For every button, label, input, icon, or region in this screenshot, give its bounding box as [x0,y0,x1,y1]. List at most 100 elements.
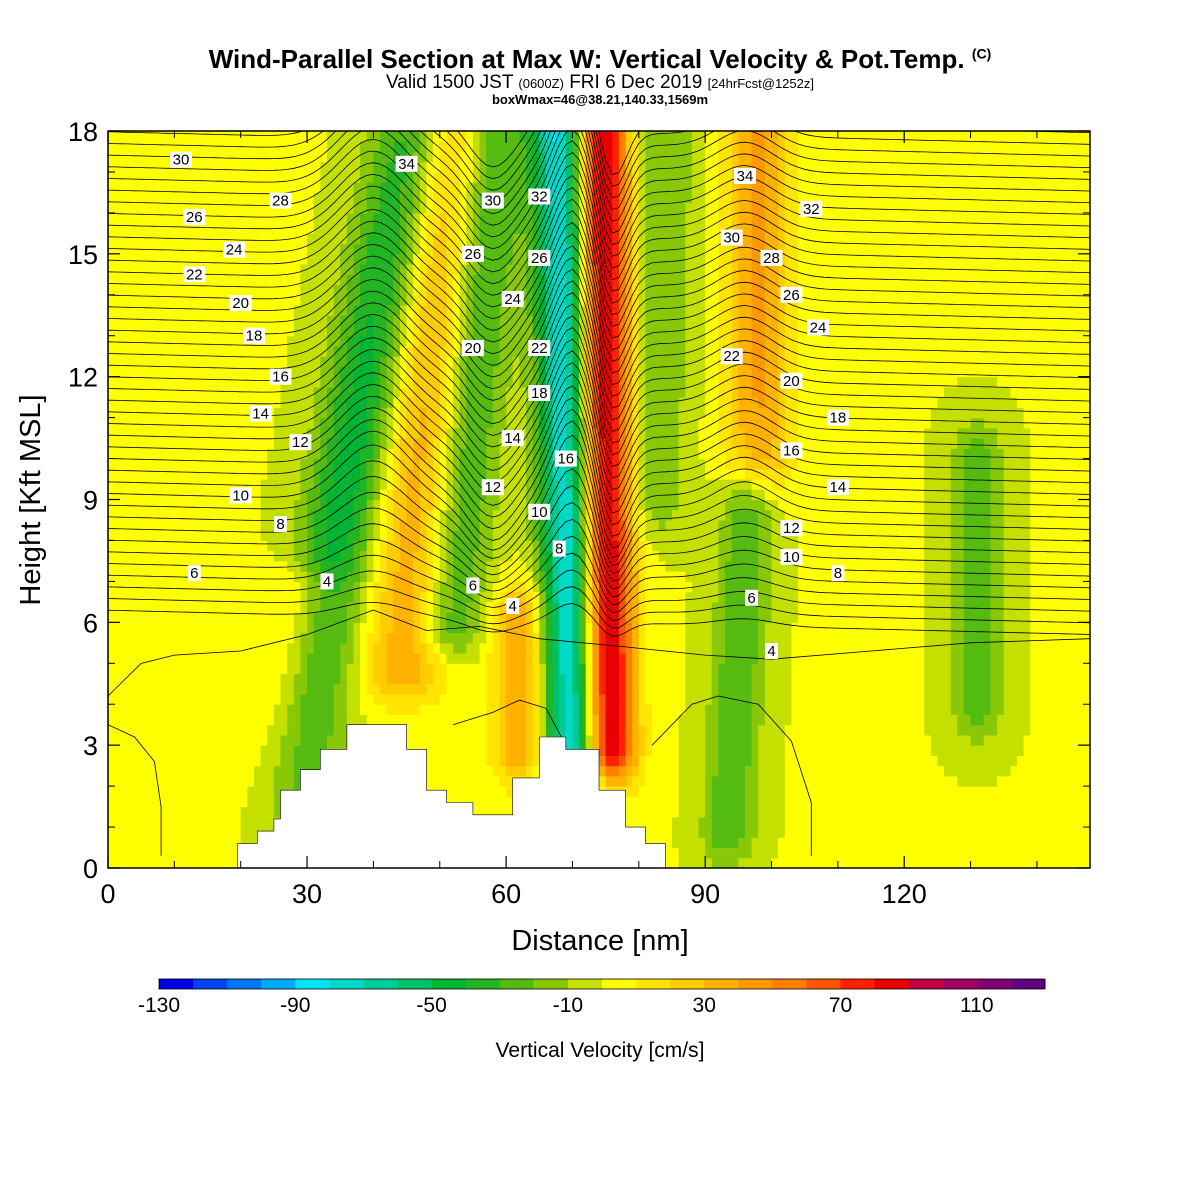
velocity-cell [439,642,447,654]
velocity-cell [486,724,494,736]
velocity-cell [313,274,321,286]
velocity-cell [147,509,155,521]
velocity-cell [419,223,428,234]
velocity-cell [366,694,374,705]
velocity-cell [413,591,421,603]
velocity-cell [161,560,169,572]
velocity-cell [187,468,195,480]
velocity-cell [532,212,540,224]
velocity-cell [141,765,149,777]
velocity-cell [360,601,368,613]
velocity-cell [121,642,129,654]
velocity-cell [479,212,487,224]
velocity-cell [141,448,149,460]
velocity-cell [227,673,235,685]
velocity-cell [287,775,295,787]
velocity-cell [499,765,507,777]
velocity-cell [386,284,394,296]
velocity-cell [254,253,262,265]
velocity-cell [147,724,155,736]
velocity-cell [393,202,401,214]
velocity-cell [492,550,500,562]
velocity-cell [552,520,560,531]
velocity-cell [333,212,341,224]
velocity-cell [446,356,454,367]
velocity-cell [181,827,189,838]
velocity-cell [247,151,255,163]
velocity-cell [413,560,421,572]
velocity-cell [479,182,487,193]
velocity-cell [426,458,434,470]
velocity-cell [366,325,374,337]
velocity-cell [360,386,368,398]
velocity-cell [360,622,368,634]
velocity-cell [207,294,215,306]
velocity-cell [380,591,388,603]
velocity-cell [174,397,182,408]
velocity-cell [194,141,202,152]
velocity-cell [373,612,381,623]
velocity-cell [419,182,428,193]
velocity-cell [393,468,401,480]
velocity-cell [141,755,149,767]
velocity-cell [194,438,202,449]
velocity-cell [472,489,481,501]
velocity-cell [486,683,494,695]
velocity-cell [127,540,136,552]
velocity-cell [472,540,481,552]
velocity-cell [492,540,500,552]
velocity-cell [267,499,275,511]
velocity-cell [539,315,547,327]
velocity-cell [466,571,474,582]
velocity-cell [519,550,527,562]
velocity-cell [366,591,374,603]
velocity-cell [121,601,129,613]
velocity-cell [399,540,408,552]
velocity-cell [413,734,421,746]
velocity-cell [181,663,189,675]
velocity-cell [214,346,222,357]
velocity-cell [552,704,560,715]
velocity-cell [194,857,202,868]
velocity-cell [240,755,248,767]
velocity-cell [353,489,361,501]
velocity-cell [439,745,447,756]
velocity-cell [393,479,401,490]
velocity-cell [260,653,268,664]
velocity-cell [114,294,122,306]
velocity-cell [439,714,447,726]
velocity-cell [154,591,162,603]
velocity-cell [154,253,162,265]
velocity-cell [207,346,215,357]
velocity-cell [161,857,169,868]
velocity-cell [121,520,129,531]
velocity-cell [545,284,554,296]
velocity-cell [187,192,195,204]
velocity-cell [419,704,428,715]
velocity-cell [506,253,514,265]
velocity-cell [373,192,381,204]
velocity-cell [161,438,169,449]
velocity-cell [260,816,268,828]
velocity-cell [353,294,361,306]
velocity-cell [200,386,209,398]
velocity-cell [181,857,189,868]
velocity-cell [433,724,441,736]
velocity-cell [227,397,235,408]
velocity-cell [439,264,447,275]
velocity-cell [366,335,374,347]
velocity-cell [559,724,567,736]
velocity-cell [340,479,348,490]
velocity-cell [545,171,554,183]
velocity-cell [327,417,335,429]
velocity-cell [141,663,149,675]
velocity-cell [114,131,122,142]
velocity-cell [114,745,122,756]
velocity-cell [320,417,328,429]
velocity-cell [320,530,328,541]
velocity-cell [492,591,500,603]
velocity-cell [254,141,262,152]
velocity-cell [327,325,335,337]
velocity-cell [194,745,202,756]
velocity-cell [220,857,228,868]
